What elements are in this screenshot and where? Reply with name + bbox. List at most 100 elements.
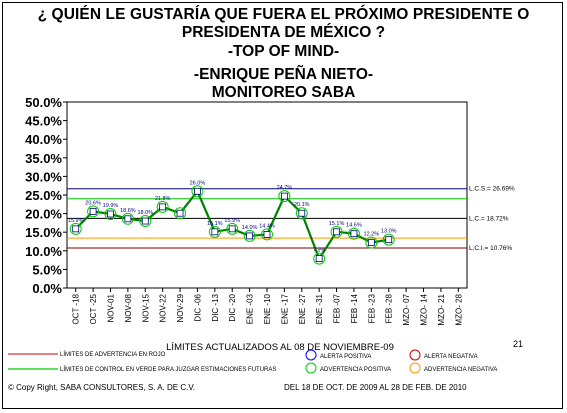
data-point [385,236,393,244]
data-label: 14.4% [259,223,275,229]
x-tick-label: DIC -06 [193,293,202,321]
x-tick-label: OCT -25 [89,293,98,324]
data-point [228,225,236,233]
y-tick-label: 15.0% [25,225,62,240]
data-label: 13.0% [381,229,397,235]
data-point [124,215,132,223]
data-label: 18.6% [120,208,136,214]
legend-warning-positive-icon [305,362,317,374]
y-tick-label: 5.0% [32,262,62,277]
page-number: 21 [513,339,523,349]
control-limit-label: L.C.I.= 10.76% [469,245,512,252]
data-point [176,209,184,217]
y-tick-label: 45.0% [25,114,62,129]
data-point [246,232,254,240]
x-tick-label: ENE -03 [246,293,255,324]
title-line-2: PRESIDENTA DE MÉXICO ? [181,24,386,41]
warning-circle [382,233,395,246]
data-label: 15.9% [224,218,240,224]
title-line-1: ¿ QUIÉN LE GUSTARÍA QUE FUERA EL PRÓXIMO… [37,6,530,23]
y-tick-label: 0.0% [32,281,62,296]
data-label: 7.9% [313,248,326,254]
x-tick-label: FEB -23 [367,293,376,323]
data-label: 14.0% [242,225,258,231]
period-text: DEL 18 DE OCT. DE 2009 AL 28 DE FEB. DE … [284,383,467,392]
x-tick-label: ENE -27 [298,293,307,324]
warning-circle [278,190,291,203]
y-tick-label: 10.0% [25,244,62,259]
y-tick-label: 30.0% [25,169,62,184]
x-tick-label: DIC -20 [228,293,237,321]
data-point [315,255,323,263]
warning-circle [261,228,273,241]
data-label: 19.9% [103,203,119,209]
data-point [89,207,97,215]
data-label: 20.6% [85,200,101,206]
x-tick-label: NOV-01 [106,293,115,322]
legend-green-text: LÍMITES DE CONTROL EN VERDE PARA JUZGAR … [60,366,276,373]
title-line-4: -ENRIQUE PEÑA NIETO- [193,66,374,83]
warning-circle [313,252,326,265]
data-label: 14.6% [346,223,362,229]
warning-circle [347,227,360,240]
x-tick-label: NOV-15 [141,293,150,322]
warning-circle [69,222,82,235]
data-point [211,228,219,236]
control-limit-label: L.C.= 18.72% [469,215,509,222]
x-tick-label: MZO- 28 [454,293,463,325]
x-tick-label: FEB -14 [350,293,359,323]
data-label: 15.1% [207,221,223,227]
data-label: 15.1% [329,221,345,227]
warning-circle [365,236,378,249]
data-point [72,225,80,233]
data-label: 15.9% [68,218,84,224]
y-tick-label: 25.0% [25,188,62,203]
data-point [107,210,114,218]
warning-circle [208,225,221,238]
legend-alert-positive-text: ALERTA POSITIVA [320,354,371,360]
x-tick-label: MZO- 21 [437,293,446,325]
data-point [350,230,358,238]
legend-alert-negative-text: ALERTA NEGATIVA [424,354,478,360]
x-tick-label: NOV-08 [124,293,133,322]
legend-red-text: LÍMITES DE ADVERTENCIA EN ROJO [60,351,166,358]
data-label: 21.8% [155,196,171,202]
warning-circle [226,222,239,235]
data-point [298,209,306,217]
data-point [263,231,271,238]
x-tick-label: NOV-22 [159,293,168,322]
legend-warning-negative-text: ADVERTENCIA NEGATIVA [424,367,497,373]
x-tick-label: ENE -10 [263,293,272,324]
y-tick-label: 35.0% [25,151,62,166]
chart-frame [2,2,563,409]
data-point [141,217,149,225]
legend-alert-negative-icon [409,349,421,361]
legend-warning-negative-icon [409,362,421,374]
data-point [159,203,167,211]
y-tick-label: 50.0% [25,95,62,110]
x-tick-label: MZO- 07 [402,293,411,325]
x-tick-label: OCT -18 [72,293,81,324]
x-tick-label: NOV-29 [176,293,185,322]
plot-area [66,101,468,289]
warning-circle [87,205,100,218]
warning-circle [174,207,187,220]
warning-circle [243,229,256,242]
x-tick-label: FEB -07 [333,293,342,323]
data-label: 12.2% [364,232,380,238]
warning-circle [191,185,204,198]
data-point [333,228,340,236]
x-tick-label: FEB -28 [385,293,394,323]
warning-circle [139,215,152,228]
warning-circle [121,212,134,225]
x-tick-label: DIC -13 [211,293,220,321]
warning-circle [104,207,117,220]
data-point [194,187,201,195]
y-tick-label: 20.0% [25,207,62,222]
data-point [367,239,375,247]
data-point [280,192,288,200]
data-label: 18.0% [137,210,153,216]
warning-circle [156,200,169,213]
data-label: 20.1% [294,202,310,208]
data-label: 24.7% [277,185,293,191]
